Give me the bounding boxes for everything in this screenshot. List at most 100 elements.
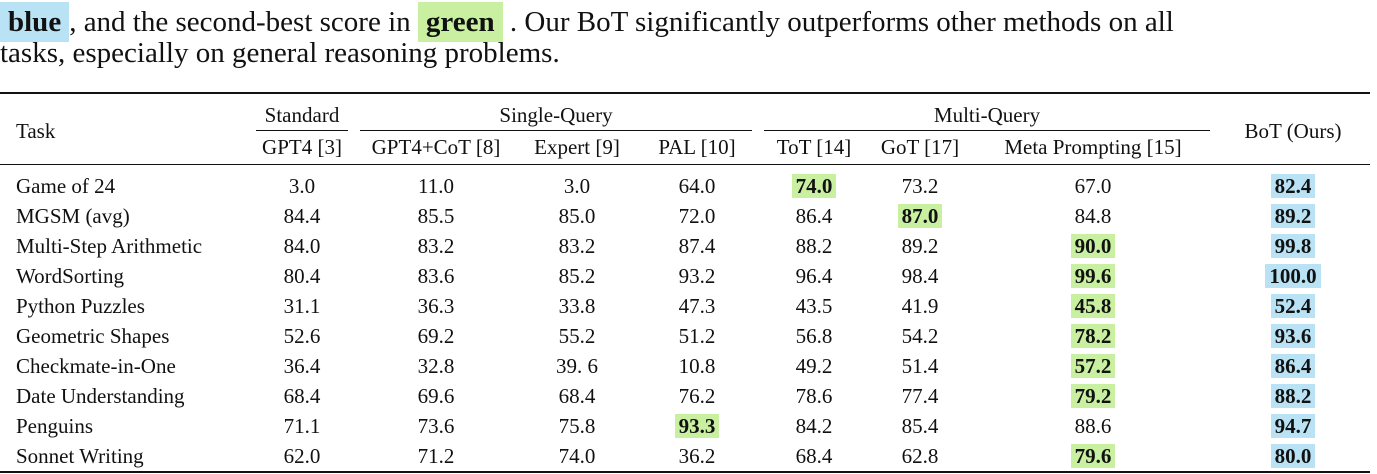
cell-gpt4-cot: 71.2 xyxy=(354,441,518,473)
cell-gpt4: 36.4 xyxy=(283,354,321,378)
second-best-value: 93.3 xyxy=(674,414,720,438)
cell-bot: 82.4 xyxy=(1216,164,1370,201)
task-name: WordSorting xyxy=(16,264,124,288)
header-gpt4-cot: GPT4+CoT [8] xyxy=(371,135,501,159)
cell-gpt4: 80.4 xyxy=(283,264,321,288)
cell-meta-prompting: 79.2 xyxy=(970,381,1216,411)
cell-pal: 76.2 xyxy=(678,384,716,408)
best-value: 82.4 xyxy=(1270,174,1316,198)
task-name: Game of 24 xyxy=(0,164,250,201)
cell-expert: 33.8 xyxy=(558,294,596,318)
table-row: WordSorting 80.4 83.6 85.2 93.2 96.4 98.… xyxy=(0,261,1370,291)
cell-gpt4: 31.1 xyxy=(283,294,321,318)
cell-bot: 100.0 xyxy=(1216,261,1370,291)
cell-tot: 84.2 xyxy=(795,414,833,438)
cell-gpt4-cot: 32.8 xyxy=(417,354,455,378)
cell-meta-prompting: 84.8 xyxy=(1074,204,1112,228)
cell-got: 62.8 xyxy=(870,441,970,473)
second-best-value: 57.2 xyxy=(1070,354,1116,378)
cell-tot: 56.8 xyxy=(795,324,833,348)
cell-bot: 93.6 xyxy=(1216,321,1370,351)
cell-expert: 3.0 xyxy=(518,164,636,201)
cell-got: 85.4 xyxy=(901,414,939,438)
cell-pal: 87.4 xyxy=(678,234,716,258)
best-value: 80.0 xyxy=(1270,444,1316,468)
cell-meta-prompting: 88.6 xyxy=(1074,414,1112,438)
table-caption: blue, and the second-best score in green… xyxy=(0,0,1377,76)
cell-pal: 72.0 xyxy=(678,204,716,228)
cell-pal: 51.2 xyxy=(678,324,716,348)
table-row: Checkmate-in-One 36.4 32.8 39. 6 10.8 49… xyxy=(0,351,1370,381)
cell-bot: 80.0 xyxy=(1216,441,1370,473)
second-best-value: 99.6 xyxy=(1070,264,1116,288)
cell-bot: 86.4 xyxy=(1216,351,1370,381)
cell-gpt4-cot: 69.2 xyxy=(417,324,455,348)
cell-tot: 43.5 xyxy=(795,294,833,318)
cell-gpt4: 84.0 xyxy=(283,234,321,258)
cell-tot: 88.2 xyxy=(795,234,833,258)
table-row: Python Puzzles 31.1 36.3 33.8 47.3 43.5 … xyxy=(0,291,1370,321)
cell-bot: 94.7 xyxy=(1216,411,1370,441)
cell-pal: 64.0 xyxy=(636,164,758,201)
task-name: Python Puzzles xyxy=(16,294,145,318)
cell-got: 89.2 xyxy=(901,234,939,258)
table-row: Penguins 71.1 73.6 75.8 93.3 84.2 85.4 8… xyxy=(0,411,1370,441)
cell-got: 54.2 xyxy=(901,324,939,348)
cell-tot: 78.6 xyxy=(795,384,833,408)
header-tot: ToT [14] xyxy=(776,135,852,159)
task-name: Multi-Step Arithmetic xyxy=(16,234,203,258)
table-row: Sonnet Writing 62.0 71.2 74.0 36.2 68.4 … xyxy=(0,441,1370,473)
second-best-value: 87.0 xyxy=(897,204,943,228)
cell-expert: 68.4 xyxy=(558,384,596,408)
table-row: Multi-Step Arithmetic 84.0 83.2 83.2 87.… xyxy=(0,231,1370,261)
header-expert: Expert [9] xyxy=(534,135,620,159)
best-value: 86.4 xyxy=(1270,354,1316,378)
task-name: Penguins xyxy=(16,414,94,438)
header-gpt4: GPT4 [3] xyxy=(262,135,342,159)
cell-gpt4-cot: 85.5 xyxy=(417,204,455,228)
cell-meta-prompting: 79.6 xyxy=(970,441,1216,473)
header-meta-prompting: Meta Prompting [15] xyxy=(1004,135,1182,159)
cell-gpt4: 68.4 xyxy=(283,384,321,408)
cell-gpt4: 71.1 xyxy=(283,414,321,438)
second-best-value: 74.0 xyxy=(791,174,837,198)
cell-pal: 10.8 xyxy=(678,354,716,378)
cell-gpt4: 52.6 xyxy=(283,324,321,348)
table-row: MGSM (avg) 84.4 85.5 85.0 72.0 86.4 87.0… xyxy=(0,201,1370,231)
header-task: Task xyxy=(0,92,250,165)
best-value: 88.2 xyxy=(1270,384,1316,408)
task-name: Sonnet Writing xyxy=(0,441,250,473)
cell-pal: 93.3 xyxy=(636,411,758,441)
cell-got: 98.4 xyxy=(901,264,939,288)
cell-gpt4-cot: 73.6 xyxy=(417,414,455,438)
cell-got: 73.2 xyxy=(870,164,970,201)
caption-text-b: . Our BoT significantly outperforms othe… xyxy=(509,6,1174,38)
cell-bot: 88.2 xyxy=(1216,381,1370,411)
cell-expert: 83.2 xyxy=(558,234,596,258)
cell-meta-prompting: 99.6 xyxy=(970,261,1216,291)
best-value: 94.7 xyxy=(1270,414,1316,438)
caption-text-a: , and the second-best score in xyxy=(69,6,411,38)
cell-got: 77.4 xyxy=(901,384,939,408)
cell-expert: 55.2 xyxy=(558,324,596,348)
best-value: 52.4 xyxy=(1270,294,1316,318)
task-name: Checkmate-in-One xyxy=(16,354,176,378)
second-best-value: 78.2 xyxy=(1070,324,1116,348)
cell-expert: 85.2 xyxy=(558,264,596,288)
second-best-value: 79.6 xyxy=(1070,444,1116,468)
header-group-multi-query: Multi-Query xyxy=(758,92,1216,132)
caption-line-2: tasks, especially on general reasoning p… xyxy=(0,37,560,69)
cell-gpt4: 62.0 xyxy=(250,441,354,473)
task-name: Date Understanding xyxy=(16,384,185,408)
task-name: Geometric Shapes xyxy=(16,324,170,348)
table-row: Game of 24 3.0 11.0 3.0 64.0 74.0 73.2 6… xyxy=(0,164,1370,201)
best-value: 93.6 xyxy=(1270,324,1316,348)
cell-gpt4-cot: 11.0 xyxy=(354,164,518,201)
cell-got: 51.4 xyxy=(901,354,939,378)
cell-expert: 75.8 xyxy=(558,414,596,438)
cell-pal: 47.3 xyxy=(678,294,716,318)
header-group-standard: Standard xyxy=(250,92,354,132)
best-value: 99.8 xyxy=(1270,234,1316,258)
cell-gpt4-cot: 69.6 xyxy=(417,384,455,408)
cell-expert: 74.0 xyxy=(518,441,636,473)
